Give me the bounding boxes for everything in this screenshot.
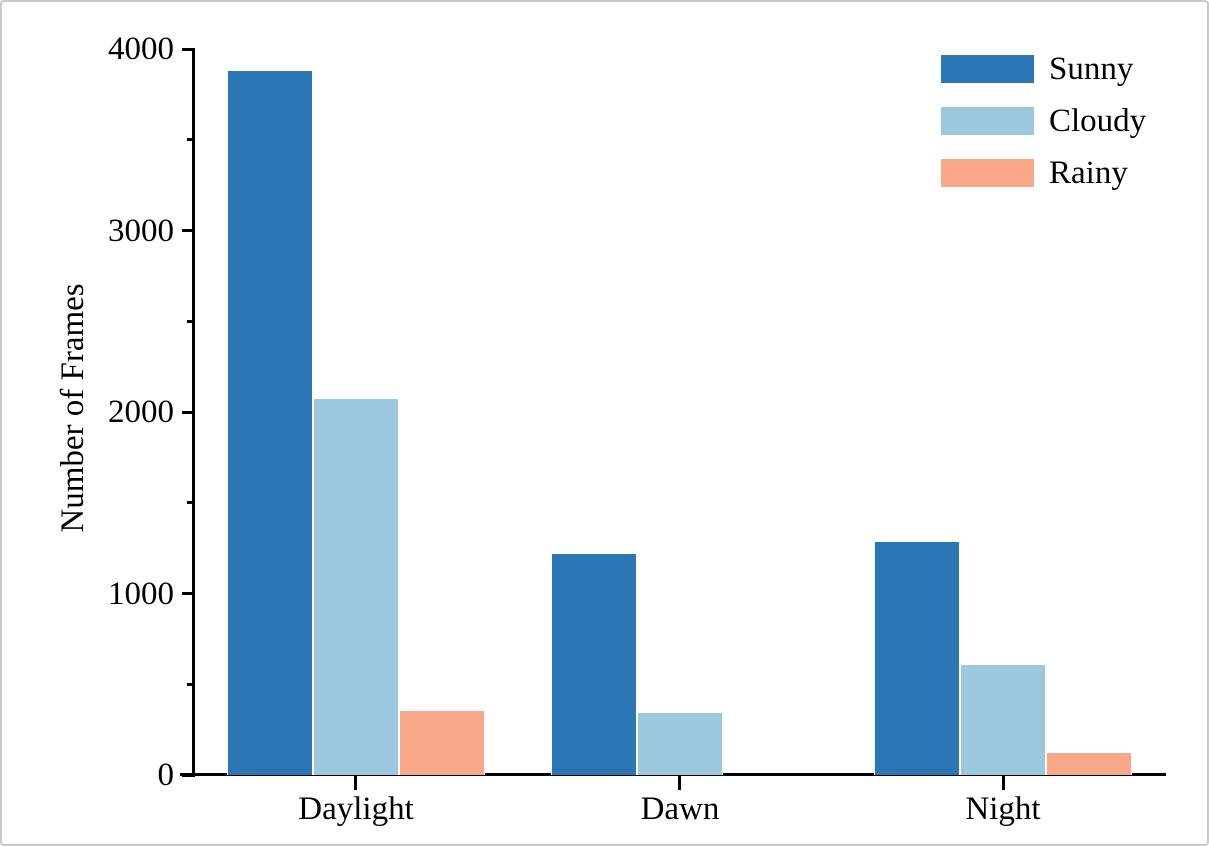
legend-label-cloudy: Cloudy xyxy=(1049,102,1147,139)
bar-night-rainy xyxy=(1046,753,1132,775)
y-tick-4000 xyxy=(182,48,195,51)
y-tick-label-1000: 1000 xyxy=(108,576,174,612)
bar-night-cloudy xyxy=(960,665,1046,775)
x-tick-night xyxy=(1002,776,1005,790)
y-tick-2000 xyxy=(182,411,195,414)
y-tick-1000 xyxy=(182,592,195,595)
x-tick-dawn xyxy=(678,776,681,790)
legend-label-rainy: Rainy xyxy=(1049,154,1128,191)
y-tick-label-0: 0 xyxy=(157,757,175,793)
y-tick-0 xyxy=(182,774,195,777)
legend-item-sunny: Sunny xyxy=(941,50,1146,87)
legend-item-cloudy: Cloudy xyxy=(941,102,1147,139)
bar-daylight-sunny xyxy=(227,71,313,775)
bar-dawn-cloudy xyxy=(637,713,723,775)
legend-item-rainy: Rainy xyxy=(941,154,1146,191)
y-minor-tick-2500 xyxy=(187,320,195,323)
bar-daylight-cloudy xyxy=(313,399,399,775)
x-tick-label-night: Night xyxy=(965,791,1041,827)
x-tick-label-daylight: Daylight xyxy=(298,791,414,827)
legend-swatch-sunny xyxy=(941,55,1034,83)
y-tick-3000 xyxy=(182,229,195,232)
y-minor-tick-500 xyxy=(187,683,195,686)
y-tick-label-4000: 4000 xyxy=(108,31,174,67)
bar-dawn-sunny xyxy=(551,554,637,775)
legend-swatch-cloudy xyxy=(941,107,1034,135)
x-tick-label-dawn: Dawn xyxy=(640,791,720,827)
y-minor-tick-1500 xyxy=(187,501,195,504)
legend-swatch-rainy xyxy=(941,159,1034,187)
bar-daylight-rainy xyxy=(399,711,485,775)
y-tick-label-3000: 3000 xyxy=(108,213,174,249)
y-minor-tick-3500 xyxy=(187,138,195,141)
x-tick-daylight xyxy=(354,776,357,790)
legend: Sunny Cloudy Rainy xyxy=(941,50,1147,211)
bar-night-sunny xyxy=(874,542,960,775)
y-tick-label-2000: 2000 xyxy=(108,394,174,430)
legend-label-sunny: Sunny xyxy=(1049,50,1134,87)
